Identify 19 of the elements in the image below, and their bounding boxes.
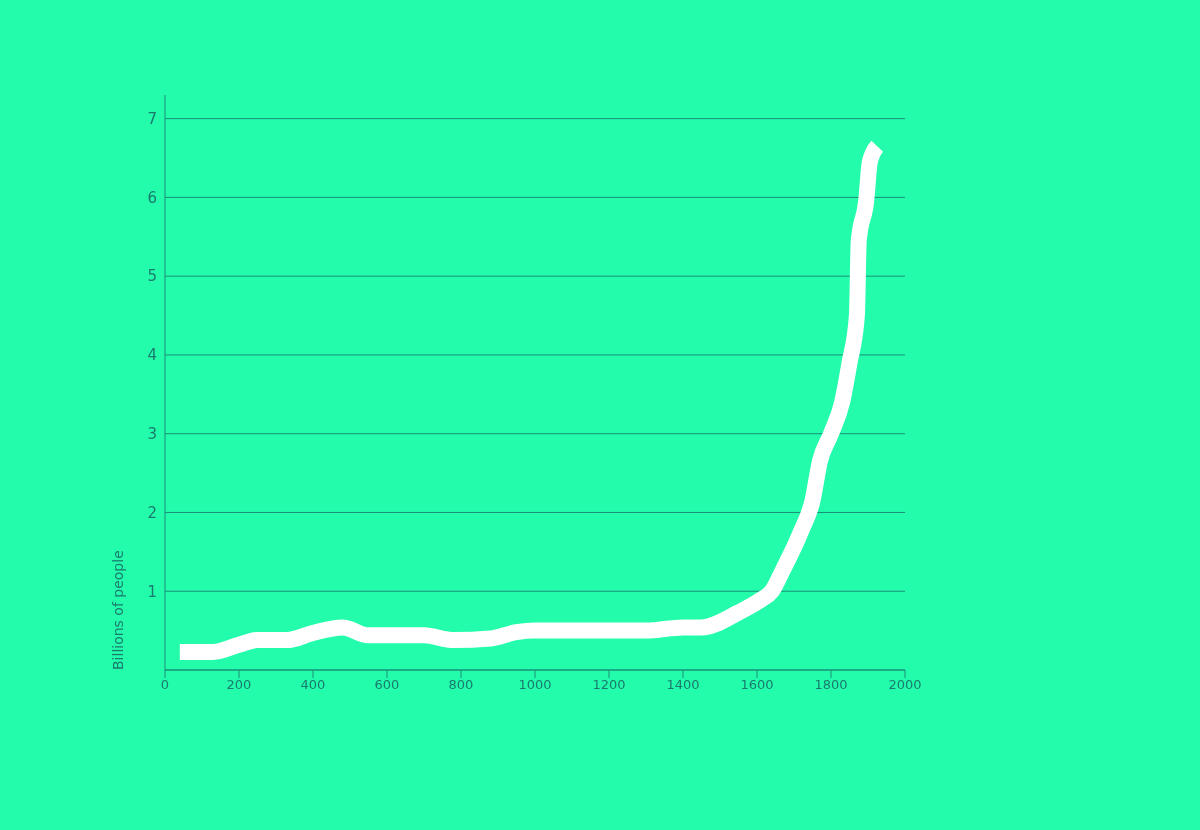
y-tick-label: 2 bbox=[147, 503, 157, 522]
x-tick-label: 1800 bbox=[814, 677, 848, 693]
x-tick-label: 1400 bbox=[666, 677, 700, 693]
y-tick-label: 6 bbox=[147, 188, 157, 207]
x-tick-label: 200 bbox=[226, 677, 252, 693]
x-tick-label: 600 bbox=[374, 677, 400, 693]
x-tick-label: 1200 bbox=[592, 677, 626, 693]
x-tick-label: 0 bbox=[160, 677, 170, 693]
y-tick-label: 3 bbox=[147, 425, 157, 444]
x-tick-label: 2000 bbox=[888, 677, 922, 693]
x-tick-label: 1000 bbox=[518, 677, 552, 693]
x-tick-label: 1600 bbox=[740, 677, 774, 693]
y-axis-title: Billions of people bbox=[110, 550, 126, 670]
x-tick-label: 400 bbox=[300, 677, 326, 693]
y-tick-label: 4 bbox=[147, 346, 157, 365]
y-tick-label: 7 bbox=[147, 109, 157, 128]
x-tick-label: 800 bbox=[448, 677, 474, 693]
y-tick-label: 5 bbox=[147, 267, 157, 286]
y-tick-label: 1 bbox=[147, 582, 157, 601]
